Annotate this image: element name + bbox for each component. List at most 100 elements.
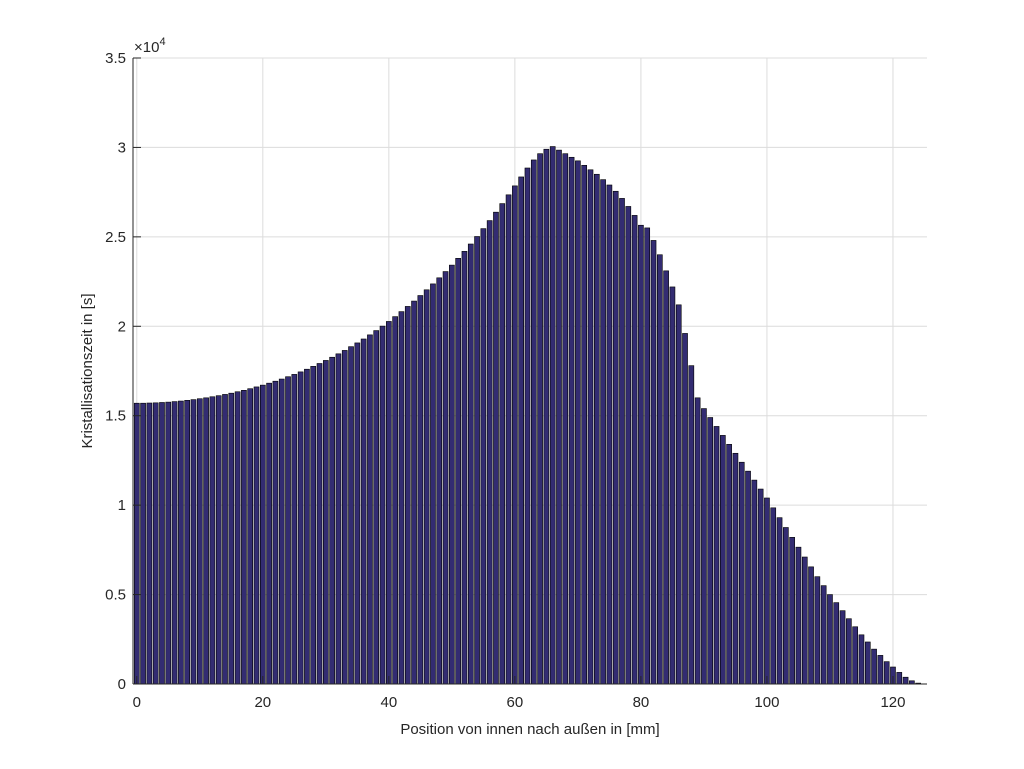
- bar: [228, 392, 235, 685]
- bar: [713, 426, 720, 685]
- bar: [694, 397, 701, 685]
- bar: [417, 295, 424, 685]
- bar: [745, 470, 751, 685]
- bar: [411, 300, 417, 685]
- bar: [524, 167, 531, 685]
- x-tick-label: 20: [254, 694, 271, 711]
- bar: [133, 402, 140, 685]
- x-tick-label: 60: [507, 694, 524, 711]
- bar: [272, 380, 279, 685]
- bar: [423, 289, 430, 685]
- bar: [871, 648, 877, 685]
- bar: [285, 376, 291, 685]
- bar: [140, 402, 146, 685]
- bar: [530, 159, 537, 685]
- bar: [404, 306, 411, 685]
- bar: [663, 270, 669, 685]
- bar: [480, 228, 487, 685]
- bar: [606, 184, 613, 685]
- bar: [209, 396, 216, 685]
- bar: [795, 546, 802, 685]
- y-tick-label: 2.5: [105, 229, 126, 246]
- bar: [178, 400, 184, 685]
- bar: [593, 173, 600, 685]
- bar: [549, 146, 556, 685]
- bar: [253, 386, 260, 685]
- exponent-base: ×10: [134, 39, 159, 56]
- y-axis-label: Kristallisationszeit in [s]: [79, 293, 96, 448]
- bar: [215, 395, 222, 685]
- bar: [398, 311, 405, 685]
- bar: [203, 397, 209, 685]
- bar: [467, 243, 474, 685]
- bar: [827, 594, 833, 685]
- bar: [846, 618, 852, 685]
- bar: [707, 417, 714, 685]
- bar: [650, 240, 657, 685]
- bar: [505, 194, 512, 685]
- bar: [701, 408, 707, 685]
- bar: [348, 346, 354, 685]
- bar: [732, 452, 739, 685]
- bar: [442, 271, 449, 685]
- bar: [776, 517, 783, 685]
- bar: [360, 338, 367, 685]
- bar: [518, 176, 524, 685]
- bar: [896, 672, 903, 685]
- bar: [858, 634, 865, 685]
- bar: [688, 365, 695, 685]
- bar: [259, 384, 266, 685]
- bar: [833, 602, 840, 685]
- bar: [789, 537, 795, 685]
- bar: [625, 206, 632, 685]
- x-tick-label: 120: [880, 694, 905, 711]
- bar: [247, 388, 254, 685]
- bar: [486, 220, 493, 685]
- bar: [310, 366, 317, 685]
- bar: [644, 227, 651, 685]
- bar: [877, 655, 884, 685]
- x-tick-label: 100: [754, 694, 779, 711]
- bar: [619, 198, 625, 685]
- bar: [575, 160, 581, 685]
- bar: [304, 368, 310, 685]
- bar: [316, 363, 323, 685]
- bar: [562, 153, 569, 685]
- bar: [738, 461, 745, 685]
- bar: [656, 254, 663, 685]
- bar: [474, 236, 480, 685]
- bar: [430, 283, 436, 685]
- bar: [146, 402, 153, 685]
- bar: [783, 527, 789, 685]
- x-tick-label: 80: [633, 694, 650, 711]
- bar: [159, 402, 165, 685]
- bar: [323, 360, 329, 685]
- bar: [764, 497, 770, 685]
- bar: [839, 610, 846, 685]
- bar: [152, 402, 159, 685]
- bar: [512, 185, 518, 685]
- bar: [278, 378, 285, 685]
- bar: [852, 626, 858, 685]
- bar: [386, 321, 392, 685]
- bar: [493, 211, 499, 685]
- bar: [537, 153, 543, 685]
- bar: [184, 400, 191, 685]
- y-tick-label: 0: [118, 676, 126, 693]
- bar: [612, 190, 619, 685]
- x-tick-label: 0: [133, 694, 141, 711]
- bar: [171, 401, 178, 685]
- bar: [335, 353, 342, 685]
- bar: [297, 371, 304, 685]
- bar: [436, 277, 443, 685]
- bar: [770, 507, 777, 685]
- bar: [455, 258, 461, 685]
- bar: [720, 435, 726, 685]
- bar: [757, 488, 764, 685]
- bar: [241, 390, 247, 685]
- exponent-power: 4: [159, 36, 165, 48]
- x-tick-label: 40: [381, 694, 398, 711]
- y-tick-label: 1: [118, 497, 126, 514]
- bar: [631, 215, 638, 685]
- bar: [499, 203, 506, 685]
